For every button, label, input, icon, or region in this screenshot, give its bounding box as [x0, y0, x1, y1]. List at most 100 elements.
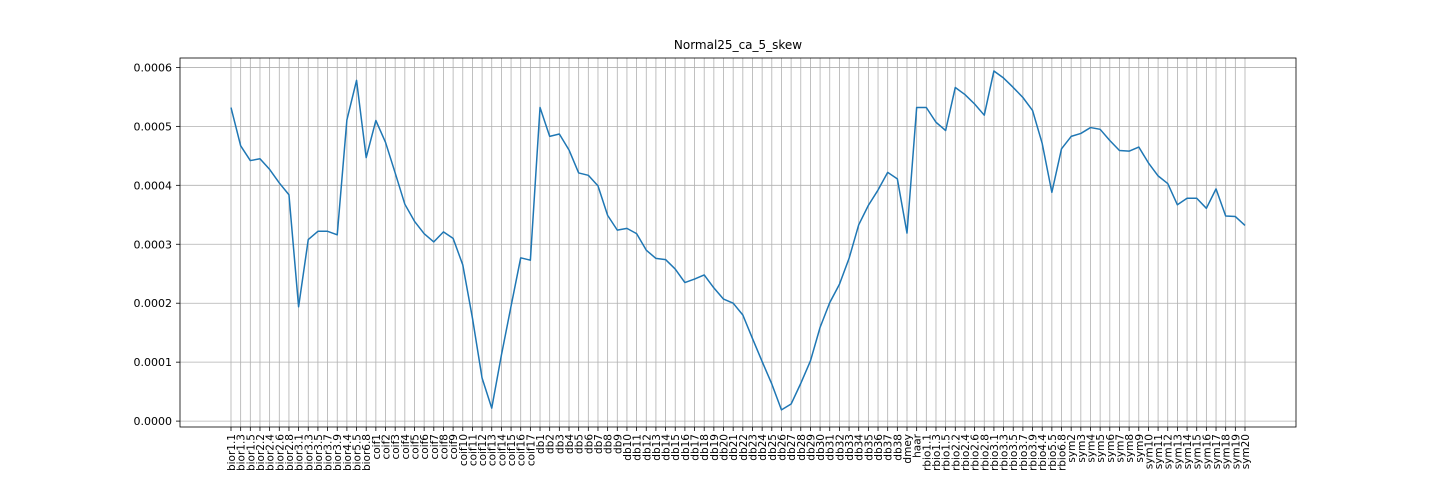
x-tick-label: sym5: [1095, 434, 1107, 463]
x-tick-label: rbio3.5: [1008, 434, 1020, 471]
x-tick-label: rbio2.4: [960, 434, 972, 471]
x-tick-label: db27: [786, 434, 798, 461]
x-tick-label: db29: [805, 434, 817, 461]
x-tick-label: db14: [661, 434, 673, 461]
x-tick-label: db10: [622, 434, 634, 461]
x-tick-label: db1: [535, 434, 547, 454]
x-tick-label: coif7: [429, 434, 441, 460]
x-tick-label: coif11: [467, 434, 479, 466]
x-tick-label: bior1.1: [226, 434, 238, 471]
x-tick-label: coif1: [371, 434, 383, 460]
x-tick-label: sym14: [1182, 434, 1194, 470]
x-tick-label: db20: [719, 434, 731, 461]
x-tick-label: coif9: [448, 434, 460, 460]
x-tick-label: db28: [796, 434, 808, 461]
x-tick-label: coif8: [438, 434, 450, 460]
y-tick-label: 0.0003: [134, 238, 173, 251]
x-tick-label: db33: [844, 434, 856, 461]
x-tick-label: bior1.5: [245, 434, 257, 471]
x-tick-label: coif2: [381, 434, 393, 460]
x-tick-label: sym7: [1114, 434, 1126, 463]
x-tick-label: db38: [892, 434, 904, 461]
x-tick-label: db18: [699, 434, 711, 461]
y-tick-label: 0.0000: [134, 415, 173, 428]
x-tick-label: sym20: [1240, 434, 1252, 469]
x-tick-label: rbio3.3: [999, 434, 1011, 471]
y-tick-label: 0.0004: [134, 179, 173, 192]
x-tick-label: bior2.8: [284, 434, 296, 471]
x-tick-label: rbio5.5: [1047, 434, 1059, 471]
x-tick-label: coif13: [487, 434, 499, 466]
x-tick-label: rbio6.8: [1057, 434, 1069, 471]
x-tick-label: rbio3.9: [1028, 434, 1040, 471]
y-tick-label: 0.0002: [134, 297, 173, 310]
y-tick-label: 0.0001: [134, 356, 173, 369]
x-tick-label: db35: [863, 434, 875, 461]
x-tick-label: sym19: [1230, 434, 1242, 469]
x-tick-label: db13: [651, 434, 663, 461]
x-tick-label: sym16: [1201, 434, 1213, 470]
x-tick-label: haar: [912, 433, 924, 458]
x-tick-label: db19: [709, 434, 721, 461]
x-tick-label: db31: [825, 434, 837, 461]
x-tick-label: db32: [834, 434, 846, 461]
x-tick-label: bior2.6: [274, 434, 286, 471]
x-tick-label: db30: [815, 434, 827, 461]
x-tick-label: db7: [593, 434, 605, 454]
x-tick-label: db16: [680, 434, 692, 461]
x-tick-label: sym9: [1134, 434, 1146, 463]
x-tick-label: bior3.3: [303, 434, 315, 471]
x-tick-label: rbio1.5: [941, 434, 953, 471]
x-tick-label: db22: [738, 434, 750, 461]
x-tick-label: bior6.8: [361, 434, 373, 471]
x-tick-label: sym13: [1172, 434, 1184, 469]
x-tick-label: db26: [776, 434, 788, 461]
x-tick-label: coif6: [419, 434, 431, 460]
x-tick-label: sym15: [1192, 434, 1204, 469]
y-tick-label: 0.0006: [134, 61, 173, 74]
x-tick-label: bior2.2: [255, 434, 267, 471]
x-tick-label: db9: [612, 434, 624, 454]
x-tick-label: bior4.4: [342, 434, 354, 471]
x-tick-label: rbio1.1: [921, 434, 933, 471]
x-tick-label: rbio4.4: [1037, 434, 1049, 471]
x-tick-label: db24: [757, 434, 769, 461]
x-tick-label: sym11: [1153, 434, 1165, 469]
x-tick-label: sym17: [1211, 434, 1223, 469]
x-tick-label: bior3.1: [294, 434, 306, 471]
x-tick-label: sym6: [1105, 434, 1117, 463]
x-tick-label: bior2.4: [265, 434, 277, 471]
x-tick-label: db12: [641, 434, 653, 461]
x-tick-label: rbio3.1: [989, 434, 1001, 471]
x-tick-label: rbio2.6: [970, 434, 982, 471]
plot-frame: [179, 57, 1297, 428]
x-tick-label: coif4: [400, 434, 412, 460]
x-tick-label: db2: [545, 434, 557, 454]
x-tick-label: db4: [564, 434, 576, 454]
x-tick-label: db15: [670, 434, 682, 461]
x-tick-label: coif3: [390, 434, 402, 460]
y-tick-label: 0.0005: [134, 120, 173, 133]
x-tick-label: coif14: [496, 434, 508, 466]
x-tick-label: db23: [747, 434, 759, 461]
x-tick-label: db17: [690, 434, 702, 461]
x-tick-label: bior3.5: [313, 434, 325, 471]
x-tick-label: db11: [632, 434, 644, 461]
x-tick-label: sym2: [1066, 434, 1078, 463]
x-tick-label: db8: [603, 434, 615, 454]
x-tick-label: db21: [728, 434, 740, 461]
x-tick-label: db3: [554, 434, 566, 454]
x-tick-label: db34: [854, 434, 866, 461]
x-tick-label: db5: [574, 434, 586, 454]
x-tick-label: sym10: [1143, 434, 1155, 469]
chart-title: Normal25_ca_5_skew: [673, 38, 803, 52]
x-tick-label: db25: [767, 434, 779, 461]
x-tick-label: sym8: [1124, 434, 1136, 463]
x-tick-label: bior3.7: [323, 434, 335, 471]
x-tick-label: sym4: [1085, 434, 1097, 463]
x-tick-label: rbio2.2: [950, 434, 962, 471]
x-tick-label: bior1.3: [236, 434, 248, 471]
x-tick-label: dmey: [902, 434, 914, 464]
x-tick-label: coif17: [525, 434, 537, 466]
